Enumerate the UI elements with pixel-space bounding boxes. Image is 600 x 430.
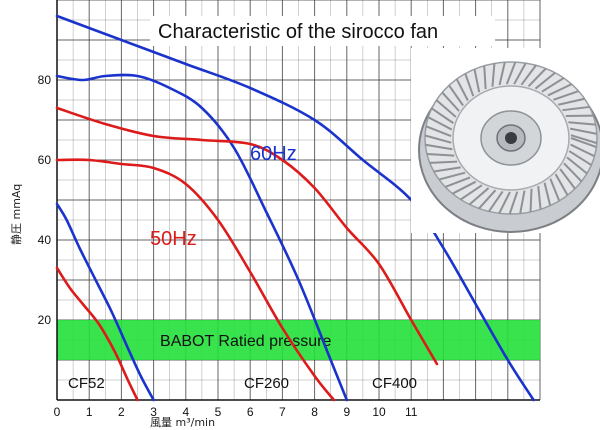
annotation-60hz: 60Hz [250, 143, 297, 165]
x-tick-label: 11 [405, 405, 418, 419]
fan-blade [520, 64, 537, 86]
fan-blade [425, 143, 453, 151]
fan-blade [547, 83, 573, 97]
series-cf52-60hz-line [55, 202, 155, 402]
fan-blade [441, 91, 460, 112]
fan-blade [569, 127, 598, 135]
fan-blade [554, 173, 569, 196]
sirocco-fan-image [411, 48, 600, 233]
fan-blade [464, 73, 475, 97]
fan-blade [444, 176, 471, 188]
fan-blade [566, 156, 588, 175]
fan-blade [570, 134, 598, 145]
fan-blade [478, 189, 497, 210]
x-tick-label: 6 [247, 405, 254, 419]
fan-blade [460, 184, 483, 201]
fan-blade [553, 90, 579, 101]
fan-blade [529, 188, 533, 213]
series-cf400-60hz-line [55, 14, 535, 402]
y-tick-label: 20 [38, 313, 52, 327]
chart-title-group: Characteristic of the sirocco fan [150, 16, 495, 46]
model-label-cf52: CF52 [68, 375, 105, 392]
series-cf52-50hz-line [55, 266, 139, 402]
fan-blade [537, 186, 542, 210]
fan-blade [505, 61, 517, 85]
x-tick-label: 10 [372, 405, 386, 419]
fan-blade [452, 180, 477, 195]
series-cf400-50hz-line [55, 106, 439, 366]
fan-blade [438, 171, 466, 181]
fan-blade [488, 190, 504, 213]
model-label-cf260: CF260 [244, 375, 289, 392]
fan-blade [498, 191, 511, 214]
series-cf260-50hz-line [55, 158, 336, 402]
fan-blade [541, 77, 565, 93]
fan-blade [425, 125, 452, 138]
x-tick-label: 5 [215, 405, 222, 419]
x-tick-label: 3 [150, 405, 157, 419]
y-tick-label: 80 [38, 73, 52, 87]
fan-blade [549, 178, 561, 202]
fan-blade [534, 71, 556, 90]
fan-blade [562, 105, 590, 112]
fan-blade [435, 99, 457, 118]
fan-blade [429, 160, 458, 164]
series-cf260-60hz-line [55, 73, 349, 402]
fan-blade [568, 150, 592, 166]
fan-blade [527, 67, 547, 88]
fan-blade [558, 97, 585, 106]
fan-blade [426, 152, 455, 157]
pressure-band-label: BABOT Ratied pressure [160, 333, 331, 350]
fan-blade [473, 68, 481, 93]
x-tick-label: 4 [182, 405, 189, 419]
x-tick-label: 2 [118, 405, 125, 419]
fan-blade [455, 78, 469, 101]
fan-blade [424, 134, 452, 144]
fan-blade [491, 63, 496, 87]
x-tick-label: 8 [311, 405, 318, 419]
series [55, 14, 535, 402]
fan-blade [543, 182, 552, 206]
fan-blade [513, 62, 527, 85]
x-axis-label: 風量 m³/min [150, 416, 215, 429]
fan-blade [433, 166, 461, 173]
fan-blade [431, 107, 454, 124]
fan-blade [570, 143, 595, 158]
y-tick-label: 40 [38, 233, 52, 247]
fan-blade [483, 65, 487, 90]
x-tick-label: 7 [279, 405, 286, 419]
x-tick-label: 9 [343, 405, 350, 419]
y-axis-label: 静圧 mmAq [9, 184, 23, 245]
fan-blade [508, 191, 519, 215]
annotation-50hz: 50Hz [150, 228, 197, 250]
fan-blade [427, 116, 453, 131]
y-tick-label: 60 [38, 153, 52, 167]
fan-blade [563, 162, 583, 183]
fan-blade [519, 190, 526, 214]
fan-blade [468, 187, 490, 206]
model-label-cf400: CF400 [372, 375, 417, 392]
fan-blade [568, 121, 596, 126]
fan-blade [448, 84, 464, 107]
x-tick-label: 1 [86, 405, 93, 419]
fan-blade [559, 168, 576, 190]
chart-title: Characteristic of the sirocco fan [158, 21, 438, 43]
x-tick-label: 0 [54, 405, 61, 419]
fan-blade [498, 61, 506, 86]
fan-blade [570, 137, 597, 149]
